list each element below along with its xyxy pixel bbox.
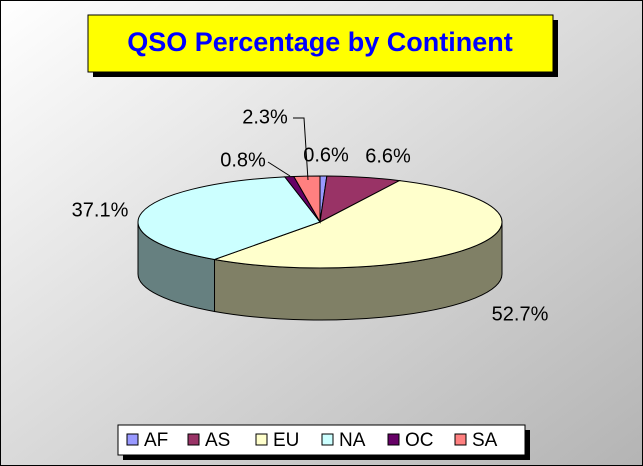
- slice: [212, 180, 503, 269]
- data-label: 52.7%: [492, 303, 549, 325]
- legend-label: SA: [472, 430, 498, 451]
- chart-title: QSO Percentage by Continent: [127, 27, 513, 57]
- title-box: [87, 14, 554, 73]
- legend-label: NA: [339, 430, 366, 451]
- legend-swatch: [321, 433, 334, 446]
- legend-swatch: [255, 433, 268, 446]
- slice: [292, 175, 321, 224]
- legend-label: AF: [144, 430, 168, 451]
- legend-swatch: [387, 433, 400, 446]
- legend-swatch: [126, 433, 139, 446]
- legend-label: AS: [205, 430, 230, 451]
- data-label: 0.8%: [220, 149, 266, 171]
- data-label: 0.6%: [303, 144, 349, 166]
- data-label: 6.6%: [365, 145, 411, 167]
- slice: [137, 176, 321, 260]
- leader-line: [267, 161, 291, 177]
- legend-swatch: [454, 433, 467, 446]
- data-label: 37.1%: [72, 199, 129, 221]
- leader-line: [293, 117, 309, 181]
- legend-label: EU: [273, 430, 299, 451]
- legend-label: OC: [405, 430, 434, 451]
- legend-swatch: [187, 433, 200, 446]
- data-label: 2.3%: [242, 106, 288, 128]
